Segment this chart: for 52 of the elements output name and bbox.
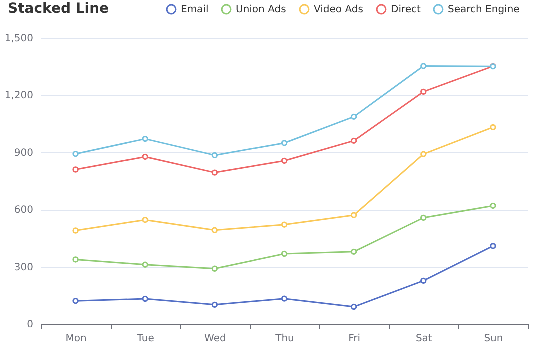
point (212, 152, 218, 159)
point (490, 124, 496, 131)
y-tick-label: 900 (14, 148, 34, 159)
y-tick-label: 300 (14, 262, 34, 274)
point (350, 248, 358, 256)
point (72, 151, 79, 158)
point (212, 170, 218, 176)
x-tick-label: Sun (484, 334, 504, 344)
point (72, 166, 79, 173)
point (72, 228, 79, 234)
point (281, 158, 288, 164)
point (281, 250, 288, 258)
point (490, 202, 496, 210)
x-tick-label: Sat (416, 334, 432, 344)
point (142, 216, 148, 224)
legend-label: Video Ads (314, 4, 364, 16)
y-tick-label: 600 (14, 205, 34, 216)
y-tick-label: 1,500 (4, 34, 34, 44)
y-tick-label: 0 (27, 320, 34, 330)
point (212, 302, 218, 308)
point (420, 214, 427, 222)
point (142, 154, 148, 160)
point (212, 227, 218, 234)
chart-title: Stacked Line (8, 1, 110, 17)
point (281, 140, 288, 146)
point (420, 63, 427, 70)
point (142, 262, 148, 268)
y-tick-label: 1,200 (4, 90, 34, 102)
point (142, 136, 148, 142)
point (72, 256, 79, 263)
point (420, 88, 427, 96)
point (281, 222, 288, 228)
x-tick-label: Tue (136, 334, 154, 344)
point (420, 278, 427, 284)
point (142, 296, 148, 302)
point (420, 151, 427, 158)
point (72, 298, 79, 304)
point (350, 304, 358, 310)
x-tick-label: Fri (348, 334, 361, 344)
x-tick-label: Wed (204, 334, 226, 344)
point (350, 138, 358, 144)
point (490, 243, 496, 250)
point (281, 296, 288, 302)
x-tick-label: Thu (274, 334, 294, 344)
legend-label: Search Engine (448, 4, 520, 16)
legend-label: Email (181, 4, 209, 16)
legend-label: Direct (391, 4, 422, 16)
point (350, 114, 358, 120)
legend-label: Union Ads (236, 4, 286, 16)
point (212, 266, 218, 272)
x-tick-label: Mon (66, 334, 87, 344)
point (350, 212, 358, 218)
